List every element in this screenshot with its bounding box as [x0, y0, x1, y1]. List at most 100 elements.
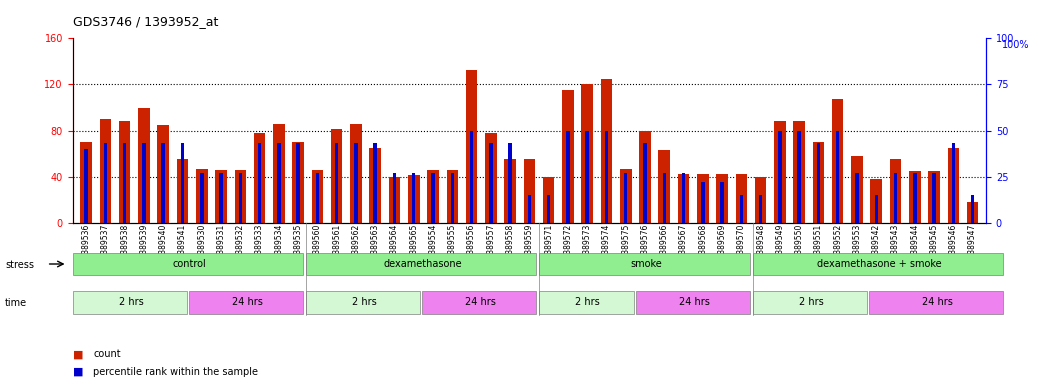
Bar	[489, 144, 493, 223]
Bar	[952, 144, 955, 223]
Bar	[370, 148, 381, 223]
Text: dexamethasone + smoke: dexamethasone + smoke	[817, 259, 941, 269]
Bar	[158, 125, 169, 223]
Bar	[543, 177, 554, 223]
Text: smoke: smoke	[630, 259, 662, 269]
FancyBboxPatch shape	[306, 253, 537, 275]
FancyBboxPatch shape	[539, 253, 750, 275]
Bar	[759, 195, 762, 223]
Bar	[928, 171, 939, 223]
Bar	[851, 156, 863, 223]
Bar	[890, 159, 901, 223]
Bar	[682, 173, 685, 223]
Bar	[909, 171, 921, 223]
Bar	[720, 182, 723, 223]
Text: GDS3746 / 1393952_at: GDS3746 / 1393952_at	[73, 15, 218, 28]
Bar	[277, 144, 280, 223]
Bar	[797, 131, 801, 223]
Bar	[138, 108, 149, 223]
Text: 24 hrs: 24 hrs	[233, 297, 263, 308]
Bar	[836, 131, 840, 223]
Bar	[466, 70, 477, 223]
Bar	[273, 124, 284, 223]
FancyBboxPatch shape	[73, 253, 303, 275]
Bar	[432, 173, 435, 223]
Bar	[388, 177, 401, 223]
Bar	[196, 169, 208, 223]
FancyBboxPatch shape	[870, 291, 1003, 314]
Bar	[293, 142, 304, 223]
Bar	[855, 173, 858, 223]
Bar	[200, 173, 203, 223]
Bar	[162, 144, 165, 223]
Bar	[875, 195, 878, 223]
Bar	[913, 173, 917, 223]
Bar	[971, 195, 975, 223]
Bar	[408, 175, 419, 223]
Bar	[605, 131, 608, 223]
Bar	[966, 202, 979, 223]
Bar	[624, 173, 627, 223]
Bar	[601, 79, 612, 223]
Bar	[948, 148, 959, 223]
Bar	[100, 119, 111, 223]
Bar	[119, 121, 131, 223]
Bar	[736, 174, 747, 223]
Bar	[740, 195, 743, 223]
Bar	[215, 170, 227, 223]
Bar	[716, 174, 728, 223]
Text: ■: ■	[73, 349, 83, 359]
Bar	[176, 159, 188, 223]
Bar	[662, 173, 666, 223]
Text: control: control	[172, 259, 207, 269]
Bar	[698, 174, 709, 223]
Bar	[84, 149, 88, 223]
Bar	[701, 182, 705, 223]
FancyBboxPatch shape	[753, 253, 1003, 275]
Text: stress: stress	[5, 260, 34, 270]
Bar	[235, 170, 246, 223]
Text: 2 hrs: 2 hrs	[575, 297, 600, 308]
Text: ■: ■	[73, 367, 83, 377]
Bar	[311, 170, 323, 223]
Bar	[122, 144, 127, 223]
Bar	[104, 144, 107, 223]
Bar	[392, 173, 397, 223]
Text: count: count	[93, 349, 121, 359]
Bar	[644, 144, 647, 223]
Text: 2 hrs: 2 hrs	[799, 297, 823, 308]
Bar	[658, 150, 671, 223]
Bar	[428, 170, 439, 223]
Bar	[813, 142, 824, 223]
Bar	[932, 173, 936, 223]
Text: dexamethasone: dexamethasone	[383, 259, 462, 269]
Bar	[793, 121, 804, 223]
Bar	[316, 173, 319, 223]
Text: 24 hrs: 24 hrs	[465, 297, 496, 308]
FancyBboxPatch shape	[306, 291, 419, 314]
Bar	[374, 144, 377, 223]
Bar	[504, 159, 516, 223]
Bar	[547, 195, 550, 223]
Bar	[257, 144, 262, 223]
Text: 100%: 100%	[1002, 40, 1029, 50]
Bar	[831, 99, 844, 223]
FancyBboxPatch shape	[539, 291, 633, 314]
Text: 24 hrs: 24 hrs	[679, 297, 710, 308]
FancyBboxPatch shape	[189, 291, 303, 314]
Bar	[678, 174, 689, 223]
FancyBboxPatch shape	[422, 291, 537, 314]
Bar	[485, 133, 496, 223]
Bar	[871, 179, 882, 223]
Bar	[774, 121, 786, 223]
Bar	[523, 159, 536, 223]
FancyBboxPatch shape	[636, 291, 750, 314]
Text: 2 hrs: 2 hrs	[118, 297, 143, 308]
Bar	[350, 124, 361, 223]
Bar	[412, 173, 415, 223]
Bar	[450, 173, 454, 223]
Bar	[894, 173, 897, 223]
Bar	[446, 170, 458, 223]
Bar	[585, 131, 589, 223]
Bar	[620, 169, 631, 223]
